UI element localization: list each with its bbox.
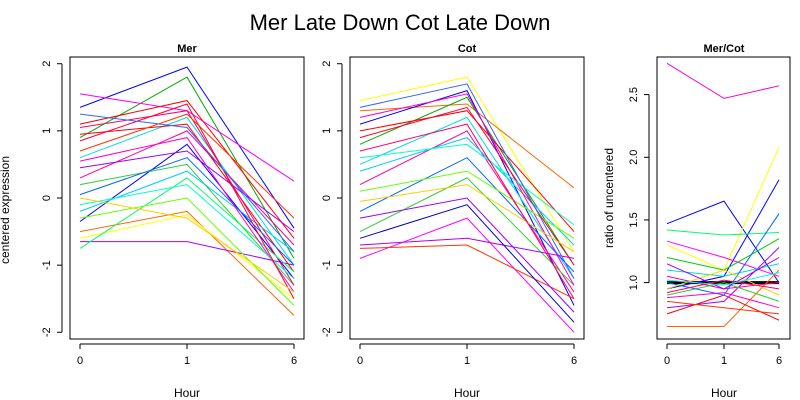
series-line-ratio-1 bbox=[666, 200, 780, 283]
y-tick-label-ratio-0: 1.0 bbox=[628, 275, 640, 290]
ticks-group-ratio: 0 1 6 1.0 1.5 2.0 2.5 bbox=[628, 87, 782, 367]
series-line-cot-15 bbox=[359, 197, 575, 313]
y-tick-label-mer-2: 0 bbox=[41, 195, 53, 201]
y-tick-label-ratio-2: 2.0 bbox=[628, 150, 640, 165]
y-tick-label-mer-3: 1 bbox=[41, 128, 53, 134]
series-line-cot-12 bbox=[359, 137, 575, 246]
x-tick-label-ratio-1: 1 bbox=[721, 355, 727, 367]
series-line-ratio-8 bbox=[666, 247, 780, 309]
series-line-mer-23 bbox=[79, 197, 295, 293]
series-line-cot-14 bbox=[359, 170, 575, 239]
y-tick-label-ratio-1: 1.5 bbox=[628, 212, 640, 227]
chart-title: Mer Late Down Cot Late Down bbox=[250, 10, 551, 35]
y-tick-label-cot-2: 0 bbox=[321, 195, 333, 201]
series-line-mer-16 bbox=[79, 137, 295, 293]
series-line-mer-0 bbox=[79, 66, 295, 229]
series-line-ratio-4 bbox=[666, 229, 780, 236]
series-line-cot-10 bbox=[359, 237, 575, 259]
series-line-cot-8 bbox=[359, 157, 575, 273]
series-line-mer-4 bbox=[79, 116, 295, 266]
panel-frame-mer bbox=[69, 56, 305, 340]
series-group-ratio bbox=[666, 62, 780, 327]
y-axis-label-ratio: ratio of uncentered bbox=[602, 148, 616, 248]
series-line-cot-1 bbox=[359, 103, 575, 189]
x-tick-label-ratio-0: 0 bbox=[664, 355, 670, 367]
series-line-mer-13 bbox=[79, 110, 295, 286]
series-line-ratio-0 bbox=[666, 62, 780, 99]
panel-frame-cot bbox=[349, 56, 585, 340]
x-tick-label-cot-2: 6 bbox=[571, 355, 577, 367]
x-axis-label-ratio: Hour bbox=[711, 386, 737, 400]
series-line-mer-10 bbox=[80, 241, 295, 266]
ticks-group-cot: 0 1 6 -2 -1 0 1 2 bbox=[321, 61, 577, 367]
series-line-ratio-13 bbox=[666, 213, 780, 296]
series-line-cot-18 bbox=[359, 83, 575, 279]
series-line-mer-18 bbox=[79, 197, 295, 306]
y-tick-label-cot-3: 1 bbox=[321, 128, 333, 134]
series-line-ratio-17 bbox=[666, 279, 780, 294]
panel-cot: Cot 0 1 6 -2 -1 0 1 2 Hour bbox=[321, 43, 585, 400]
series-line-mer-21 bbox=[79, 103, 295, 299]
series-line-cot-7 bbox=[359, 130, 575, 293]
x-tick-label-cot-1: 1 bbox=[464, 355, 470, 367]
y-tick-label-mer-1: -1 bbox=[41, 260, 53, 270]
series-line-mer-19 bbox=[79, 150, 295, 232]
series-line-mer-3 bbox=[79, 100, 295, 239]
y-tick-label-mer-4: 2 bbox=[41, 61, 53, 67]
series-line-mer-22 bbox=[79, 113, 295, 253]
series-line-mer-17 bbox=[79, 113, 295, 219]
series-line-mer-11 bbox=[79, 123, 295, 273]
series-group-cot bbox=[359, 76, 575, 333]
panel-frame-ratio bbox=[656, 56, 791, 340]
series-line-cot-9 bbox=[359, 177, 575, 286]
y-tick-label-cot-1: -1 bbox=[321, 260, 333, 270]
panel-title-ratio: Mer/Cot bbox=[704, 43, 745, 55]
series-line-ratio-14 bbox=[666, 300, 780, 315]
x-tick-label-mer-0: 0 bbox=[77, 355, 83, 367]
series-line-cot-16 bbox=[359, 106, 575, 266]
series-line-cot-20 bbox=[359, 123, 575, 299]
y-axis-label-mer: centered expression bbox=[0, 156, 12, 264]
series-line-cot-3 bbox=[359, 217, 575, 333]
panel-title-mer: Mer bbox=[177, 43, 197, 55]
series-group-mer bbox=[79, 66, 295, 316]
series-line-cot-19 bbox=[359, 184, 575, 253]
series-line-ratio-19 bbox=[666, 292, 780, 309]
x-tick-label-ratio-2: 6 bbox=[776, 355, 782, 367]
x-tick-label-cot-0: 0 bbox=[357, 355, 363, 367]
panel-ratio: Mer/Cot 0 1 6 1.0 1.5 2.0 2.5 Hour ratio of un… bbox=[602, 43, 791, 400]
series-line-mer-20 bbox=[79, 184, 295, 279]
series-line-cot-5 bbox=[359, 116, 575, 279]
panel-title-cot: Cot bbox=[458, 43, 477, 55]
x-tick-label-mer-1: 1 bbox=[184, 355, 190, 367]
y-tick-label-ratio-3: 2.5 bbox=[628, 87, 640, 102]
series-line-ratio-5 bbox=[666, 240, 780, 277]
series-line-cot-11 bbox=[359, 244, 575, 300]
y-tick-label-cot-4: 2 bbox=[321, 61, 333, 67]
series-line-ratio-16 bbox=[666, 257, 780, 290]
series-line-ratio-15 bbox=[666, 269, 780, 296]
y-tick-label-cot-0: -2 bbox=[321, 327, 333, 337]
series-line-cot-17 bbox=[359, 143, 575, 226]
series-line-ratio-12 bbox=[666, 282, 780, 302]
ticks-group-mer: 0 1 6 -2 -1 0 1 2 bbox=[41, 61, 297, 367]
series-line-cot-6 bbox=[359, 110, 575, 232]
series-line-ratio-6 bbox=[666, 238, 780, 271]
series-line-ratio-7 bbox=[667, 269, 780, 327]
panel-mer: Mer 0 1 6 -2 -1 0 1 2 Hour centered expression bbox=[0, 43, 305, 400]
series-line-mer-7 bbox=[79, 163, 295, 286]
y-tick-label-mer-0: -2 bbox=[41, 327, 53, 337]
series-line-ratio-18 bbox=[666, 272, 780, 286]
x-axis-label-mer: Hour bbox=[174, 386, 200, 400]
x-axis-label-cot: Hour bbox=[454, 386, 480, 400]
series-line-mer-14 bbox=[79, 157, 295, 266]
series-line-cot-0 bbox=[359, 76, 575, 252]
series-line-cot-21 bbox=[359, 204, 575, 323]
series-line-mer-1 bbox=[79, 76, 295, 259]
series-line-ratio-3 bbox=[666, 179, 780, 290]
series-line-mer-9 bbox=[79, 214, 295, 300]
series-line-cot-13 bbox=[359, 93, 575, 286]
x-tick-label-mer-2: 6 bbox=[291, 355, 297, 367]
